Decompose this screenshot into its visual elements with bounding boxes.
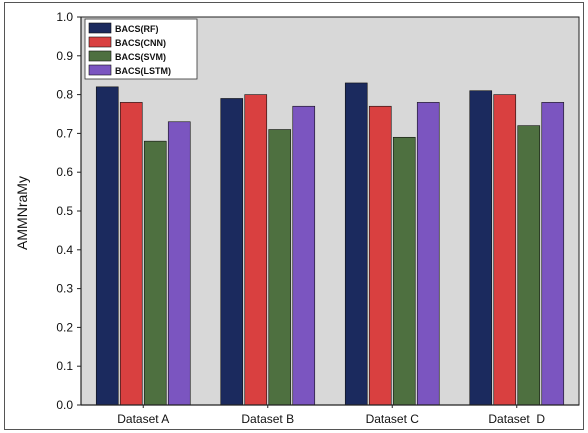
bar-bacs-cnn-dataset-c — [368, 105, 392, 406]
bar-chart: 0.0 0.1 0.2 0.3 0.4 0.5 0.6 0.7 0.8 0.9 1.0 Dataset… — [14, 10, 580, 426]
y-tick-label: 1.0 — [56, 10, 73, 24]
x-tick-label: Dataset D — [488, 412, 545, 426]
bar-bacs-svm-dataset-b — [268, 129, 292, 406]
x-tick-label: Dataset B — [241, 412, 294, 426]
legend-swatch — [88, 22, 112, 34]
y-tick-label: 0.1 — [56, 359, 73, 373]
x-tick-label: Dataset A — [117, 412, 169, 426]
bar-bacs-svm-dataset-a — [143, 140, 167, 406]
x-tick-label: Dataset C — [366, 412, 420, 426]
bar-bacs-lstm-dataset-d — [541, 102, 565, 406]
bar-bacs-rf-dataset-d — [469, 90, 493, 406]
chart-frame: 0.0 0.1 0.2 0.3 0.4 0.5 0.6 0.7 0.8 0.9 1.0 Dataset… — [4, 2, 584, 430]
y-tick-label: 0.5 — [56, 204, 73, 218]
bar-bacs-rf-dataset-c — [344, 82, 368, 406]
y-tick-label: 0.3 — [56, 282, 73, 296]
bar-bacs-lstm-dataset-c — [416, 102, 440, 406]
bar-bacs-rf-dataset-b — [220, 98, 244, 406]
bar-bacs-svm-dataset-d — [517, 125, 541, 406]
y-tick-label: 0.7 — [56, 126, 73, 140]
legend-swatch — [88, 64, 112, 76]
legend-label: BACS(RF) — [115, 24, 159, 34]
legend-label: BACS(CNN) — [115, 38, 166, 48]
y-tick-label: 0.8 — [56, 88, 73, 102]
bar-bacs-lstm-dataset-a — [167, 121, 191, 406]
legend-swatch — [88, 36, 112, 48]
y-axis-title: AMMNraMy — [14, 176, 30, 250]
bar-bacs-cnn-dataset-b — [244, 94, 268, 406]
bar-bacs-cnn-dataset-a — [119, 102, 143, 406]
legend-label: BACS(SVM) — [115, 52, 166, 62]
legend-label: BACS(LSTM) — [115, 66, 171, 76]
y-tick-label: 0.4 — [56, 243, 73, 257]
y-tick-label: 0.0 — [56, 398, 73, 412]
bar-bacs-lstm-dataset-b — [292, 105, 316, 406]
bar-bacs-rf-dataset-a — [95, 86, 119, 406]
legend-swatch — [88, 50, 112, 62]
y-tick-label: 0.2 — [56, 320, 73, 334]
y-tick-label: 0.6 — [56, 165, 73, 179]
bar-bacs-cnn-dataset-d — [493, 94, 517, 406]
bar-bacs-svm-dataset-c — [392, 136, 416, 406]
y-tick-label: 0.9 — [56, 49, 73, 63]
